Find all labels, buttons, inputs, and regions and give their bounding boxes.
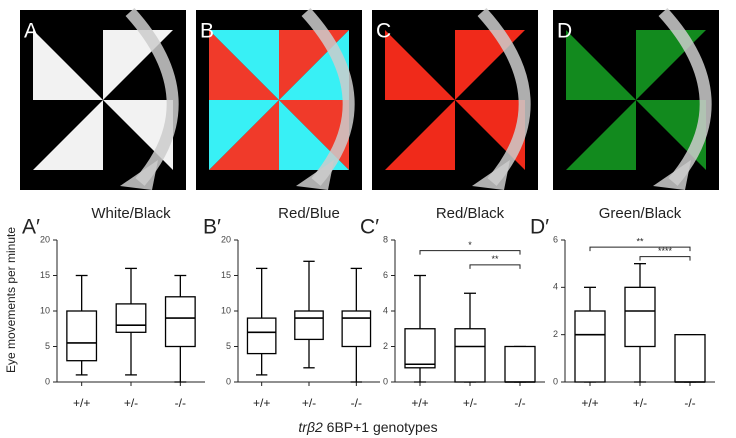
pinwheel-blade [385, 100, 455, 170]
panel-letter: D [557, 20, 572, 43]
box [454, 328, 486, 383]
y-tick-label: 8 [383, 234, 388, 244]
y-tick-label: 2 [383, 341, 388, 351]
panel-letter: C′ [360, 216, 379, 239]
rotation-arrow [125, 7, 179, 186]
x-tick-label: +/- [124, 396, 138, 410]
y-axis-label: Eye movements per minute [4, 227, 18, 373]
significance-bracket [589, 246, 691, 252]
rotation-arrow [301, 7, 355, 186]
panel-letter: D′ [530, 216, 549, 239]
significance-label: * [468, 240, 472, 250]
y-tick-label: 0 [553, 376, 558, 386]
box [246, 317, 277, 355]
x-tick-label: -/- [175, 396, 186, 410]
box [66, 310, 98, 362]
y-tick-label: 0 [45, 376, 50, 386]
x-tick-label: -/- [514, 396, 525, 410]
y-tick-label: 10 [40, 305, 50, 315]
rotation-arrowhead [120, 160, 158, 190]
chart-title: Red/Blue [278, 205, 340, 222]
significance-bracket [639, 256, 691, 261]
chart-title: Green/Black [599, 205, 682, 222]
panel-letter: B [200, 20, 214, 43]
box [504, 345, 536, 383]
box [341, 310, 372, 348]
panel-letter: C [376, 20, 391, 43]
box [115, 303, 147, 333]
pinwheel-blade [566, 100, 636, 170]
x-tick-label: +/+ [73, 396, 90, 410]
box [674, 334, 706, 383]
x-tick-label: +/+ [253, 396, 270, 410]
significance-label: ** [636, 236, 644, 246]
y-tick-label: 6 [383, 270, 388, 280]
x-tick-label: +/- [463, 396, 477, 410]
box [404, 328, 436, 369]
x-axis-label: trβ2 6BP+1 genotypes [298, 419, 437, 435]
significance-label: ** [491, 254, 499, 264]
pinwheel-blade [33, 100, 103, 170]
x-axis-label-italic: trβ2 [298, 419, 323, 435]
rotation-arrow [658, 7, 712, 186]
rotation-arrow [477, 7, 531, 186]
x-tick-label: +/- [633, 396, 647, 410]
rotation-arrowhead [472, 160, 510, 190]
pinwheel-blade [209, 100, 279, 170]
y-tick-label: 4 [383, 305, 388, 315]
x-tick-label: +/+ [581, 396, 598, 410]
panel-letter: B′ [203, 216, 221, 239]
y-tick-label: 20 [221, 234, 231, 244]
panel-letter: A [24, 20, 38, 43]
chart-title: Red/Black [436, 205, 505, 222]
significance-label: **** [658, 246, 673, 256]
pinwheel-blade [385, 30, 455, 100]
y-tick-label: 0 [383, 376, 388, 386]
rotation-arrowhead [296, 160, 334, 190]
x-tick-label: -/- [684, 396, 695, 410]
rotation-arrowhead [653, 160, 691, 190]
y-tick-label: 5 [226, 341, 231, 351]
y-tick-label: 20 [40, 234, 50, 244]
y-tick-label: 15 [221, 270, 231, 280]
pinwheel-blade [209, 30, 279, 100]
box [164, 296, 196, 348]
y-tick-label: 15 [40, 270, 50, 280]
x-tick-label: +/+ [411, 396, 428, 410]
pinwheel-blade [566, 30, 636, 100]
box [624, 286, 656, 348]
y-tick-label: 2 [553, 329, 558, 339]
y-tick-label: 0 [226, 376, 231, 386]
box [294, 310, 324, 341]
x-tick-label: -/- [351, 396, 362, 410]
x-tick-label: +/- [302, 396, 316, 410]
significance-bracket [419, 250, 521, 255]
y-tick-label: 4 [553, 282, 558, 292]
panel-letter: A′ [22, 216, 40, 239]
box [574, 310, 606, 383]
chart-title: White/Black [91, 205, 171, 222]
y-tick-label: 6 [553, 234, 558, 244]
x-axis-label-rest: 6BP+1 genotypes [327, 419, 438, 435]
y-tick-label: 10 [221, 305, 231, 315]
pinwheel-blade [33, 30, 103, 100]
y-tick-label: 5 [45, 341, 50, 351]
significance-bracket [469, 264, 521, 269]
